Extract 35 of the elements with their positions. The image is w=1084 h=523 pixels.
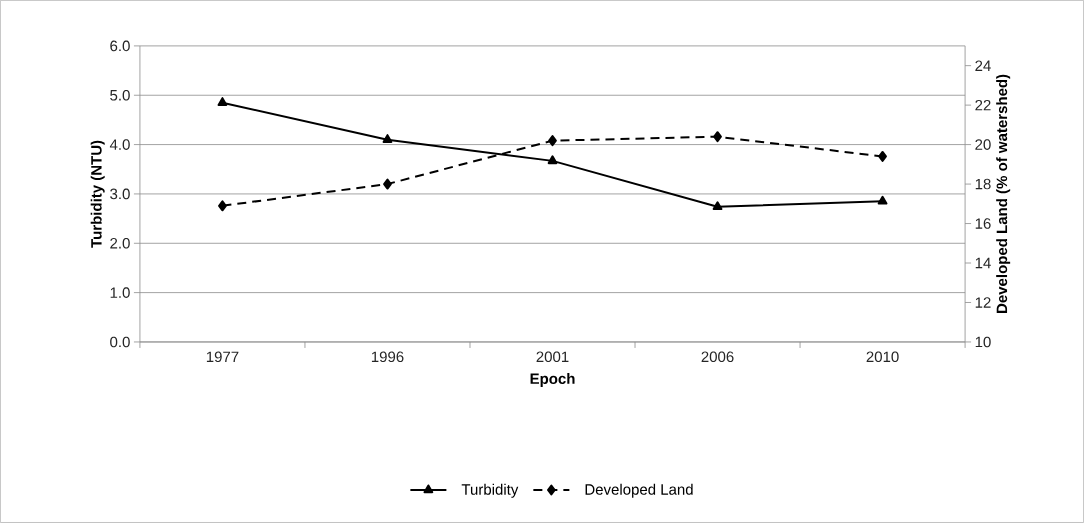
y2-tick-label: 10 <box>975 336 991 348</box>
y-tick-label: 0.0 <box>110 336 130 348</box>
y-axis-title: Turbidity (NTU) <box>90 140 105 248</box>
y2-tick-label: 16 <box>975 218 991 229</box>
y2-tick-label: 12 <box>975 297 991 308</box>
x-tick-label: 1996 <box>371 351 404 363</box>
y2-tick-label: 24 <box>975 60 991 71</box>
y2-tick-label: 14 <box>975 257 991 269</box>
y-tick-label: 2.0 <box>110 238 130 249</box>
point <box>218 200 227 212</box>
point <box>712 201 723 211</box>
x-tick-label: 2001 <box>536 351 569 363</box>
y-tick-label: 3.0 <box>110 188 130 200</box>
y-tick-label: 5.0 <box>110 89 130 101</box>
x-tick-label: 2010 <box>866 351 899 363</box>
x-axis-title: Epoch <box>530 373 575 388</box>
y2-tick-label: 18 <box>975 178 991 190</box>
y-tick-label: 6.0 <box>110 40 130 52</box>
y-tick-label: 4.0 <box>109 139 130 150</box>
legend-label: Developed Land <box>585 483 693 498</box>
point <box>877 195 888 205</box>
point <box>547 155 558 165</box>
point <box>383 178 392 190</box>
point <box>713 131 722 143</box>
y2-axis-title: Developed Land (% of watershed) <box>996 74 1011 314</box>
x-tick-label: 1977 <box>206 351 239 363</box>
y-tick-label: 1.0 <box>110 287 130 298</box>
point <box>878 150 887 162</box>
y2-tick-label: 20 <box>975 139 991 150</box>
point <box>217 97 228 106</box>
point <box>548 135 557 147</box>
legend-label: Turbidity <box>461 483 519 498</box>
point <box>382 134 393 143</box>
y2-tick-label: 22 <box>975 99 991 111</box>
x-tick-label: 2006 <box>701 351 734 363</box>
